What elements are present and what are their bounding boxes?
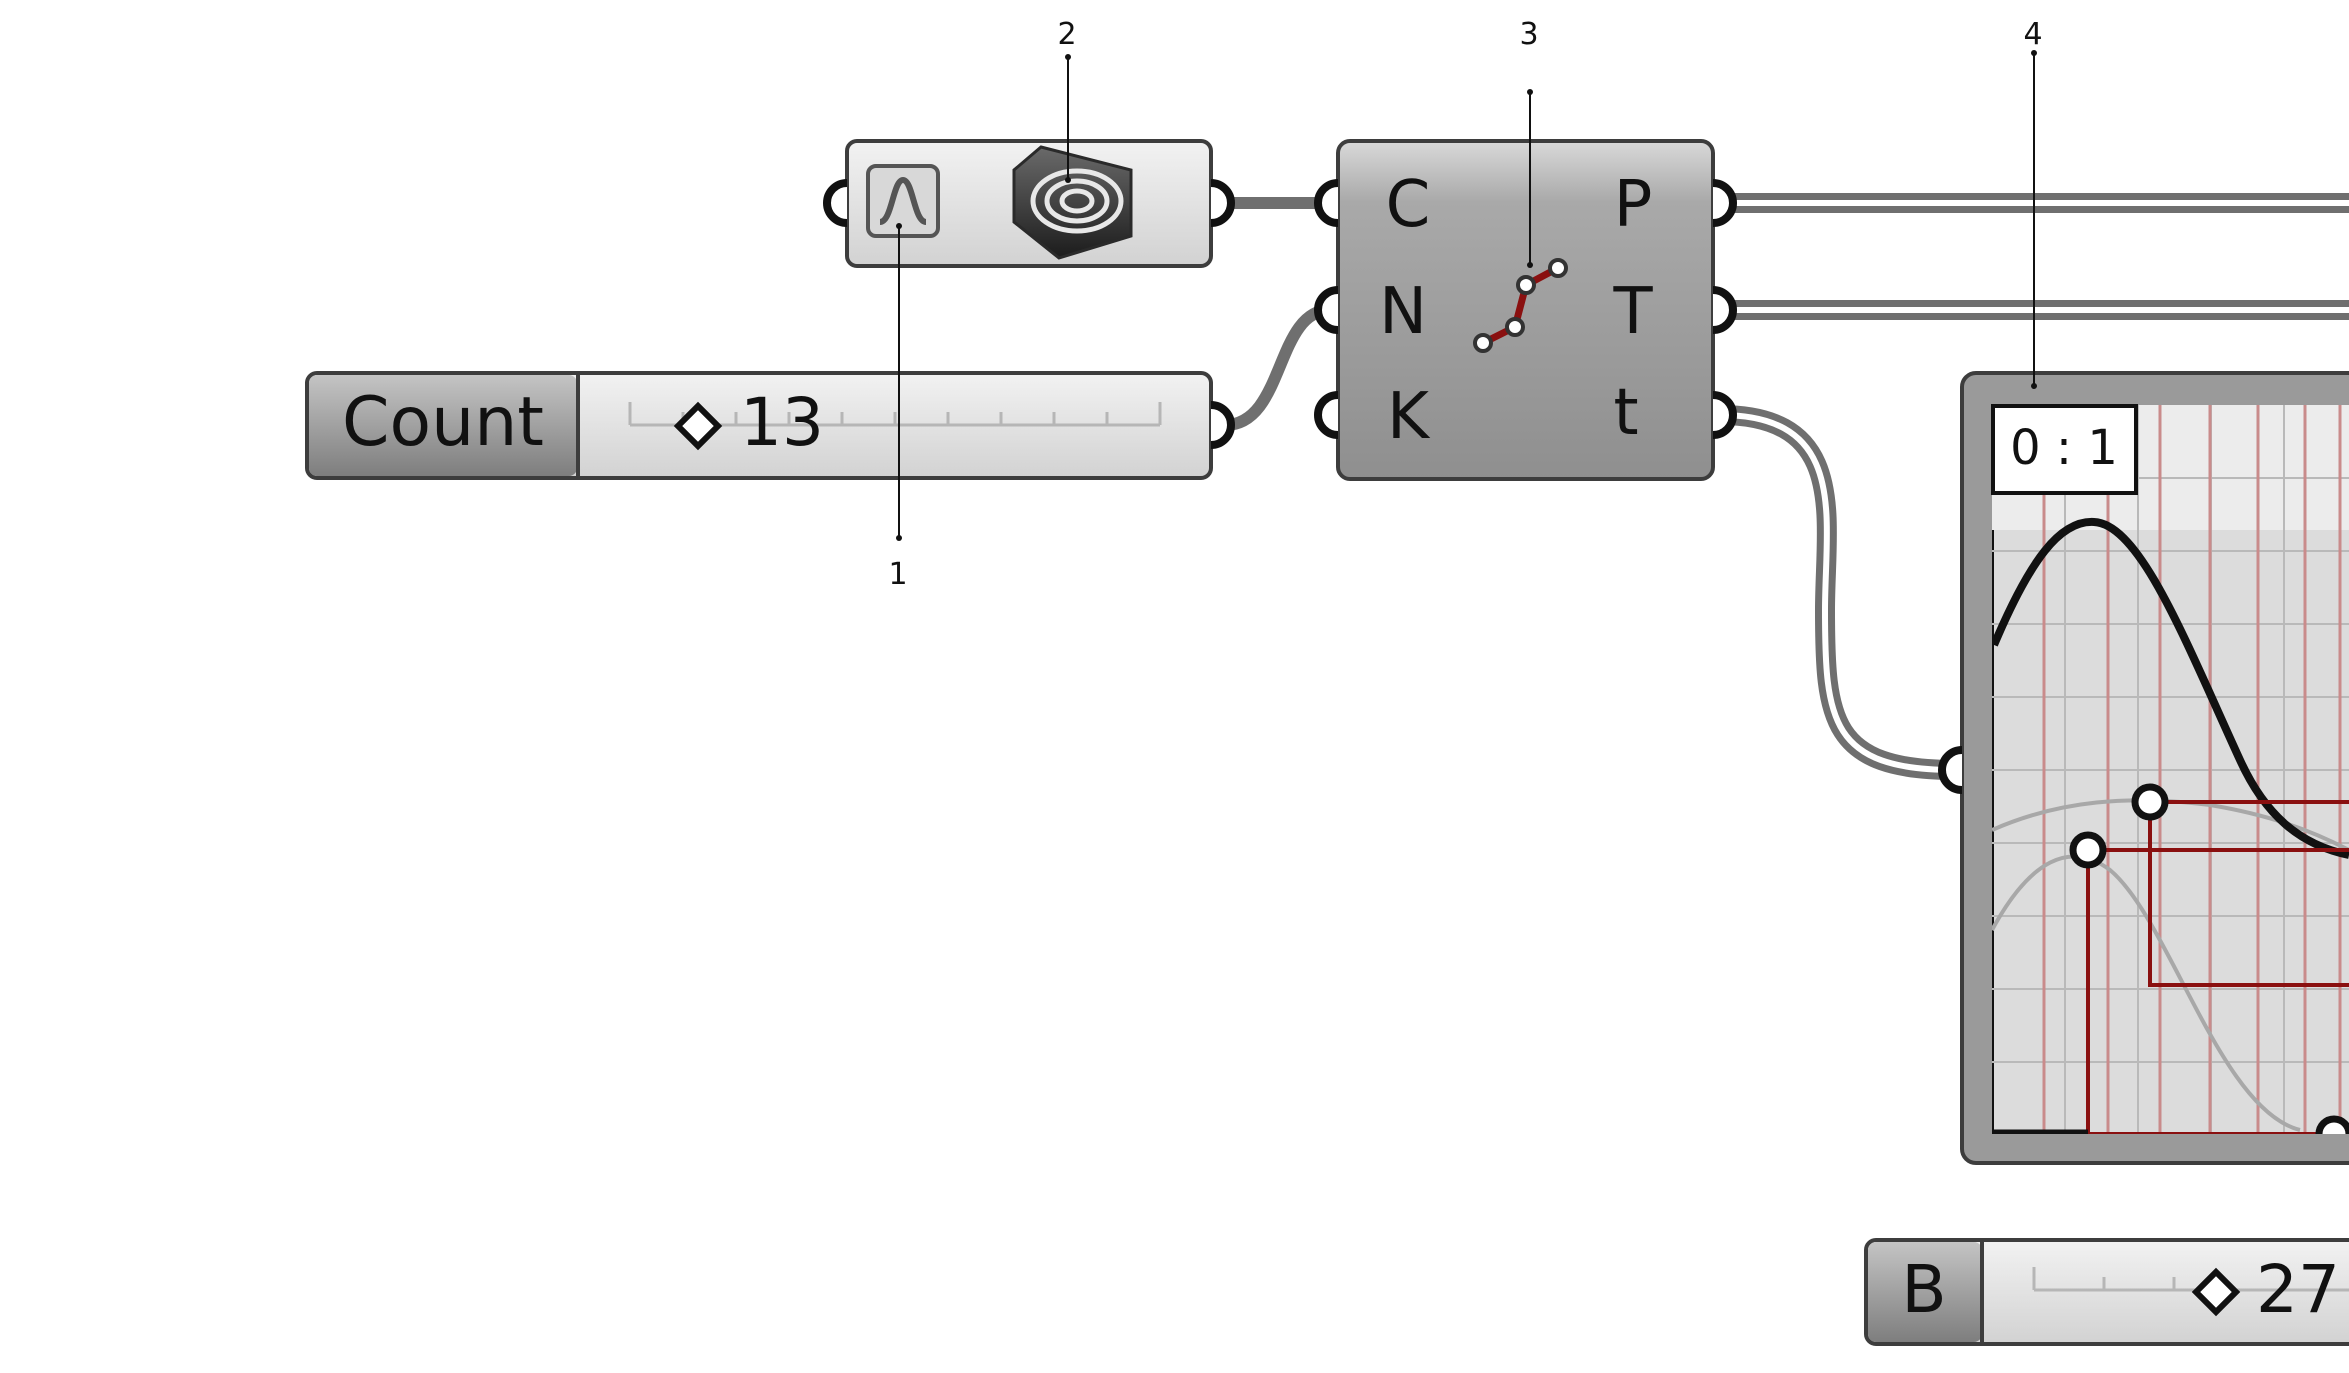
b-slider-rail[interactable]: [2032, 1267, 2349, 1292]
graph-control-point-3[interactable]: [2315, 1115, 2349, 1149]
callout-3: 3: [1519, 17, 1539, 268]
count-slider-output-grip[interactable]: [1210, 401, 1235, 449]
output-label-t-param: t: [1613, 376, 1638, 450]
bell-curve-icon[interactable]: [866, 164, 940, 238]
b-slider-value: 27: [2256, 1251, 2340, 1328]
b-slider-name-box: [1868, 1242, 1982, 1342]
input-grip-k[interactable]: [1314, 391, 1339, 439]
graph-mapper-input-grip[interactable]: [1938, 746, 1963, 794]
input-label-c: C: [1386, 168, 1431, 242]
curve-param-output-grip[interactable]: [1210, 179, 1235, 227]
count-slider-name: Count: [342, 383, 544, 462]
output-label-p: P: [1614, 168, 1653, 242]
svg-text:3: 3: [1519, 17, 1538, 52]
count-slider[interactable]: Count 13: [305, 371, 1235, 480]
callout-2: 2: [1057, 17, 1077, 183]
callouts: 1 2 3 4: [888, 17, 2042, 592]
output-grip-p[interactable]: [1712, 179, 1737, 227]
svg-text:0 : 1: 0 : 1: [2010, 420, 2118, 476]
graph-mapper[interactable]: 0 : 1: [1938, 371, 2349, 1165]
curve-hexagon-icon: [1012, 145, 1133, 260]
divide-curve-component[interactable]: C N K P T t: [1314, 139, 1737, 481]
graph-control-polygon: [2086, 800, 2349, 1134]
b-slider-name: B: [1901, 1251, 1946, 1328]
input-grip-c[interactable]: [1314, 179, 1339, 227]
callout-1: 1: [888, 223, 908, 592]
count-slider-name-box: [309, 375, 577, 476]
graph-control-point-2[interactable]: [2131, 783, 2169, 821]
input-label-n: N: [1379, 275, 1427, 349]
b-slider-handle[interactable]: [2191, 1267, 2241, 1317]
callout-4: 4: [2023, 17, 2043, 389]
graph-domain-label: 0 : 1: [1991, 404, 2138, 495]
input-grip-n[interactable]: [1314, 286, 1339, 334]
count-slider-value: 13: [740, 384, 824, 461]
wire-count-to-n[interactable]: [1224, 304, 1331, 431]
graph-curve[interactable]: [1992, 517, 2349, 859]
divide-curve-icon: [1473, 258, 1568, 353]
curve-param-input-grip[interactable]: [823, 179, 848, 227]
output-label-t: T: [1612, 275, 1653, 349]
graph-control-point-1[interactable]: [2069, 831, 2107, 869]
count-slider-handle[interactable]: [673, 401, 723, 451]
svg-text:4: 4: [2023, 17, 2042, 52]
output-grip-t[interactable]: [1712, 286, 1737, 334]
b-slider[interactable]: B 27: [1864, 1238, 2349, 1346]
svg-text:1: 1: [888, 557, 907, 592]
input-label-k: K: [1387, 380, 1431, 454]
curve-parameter[interactable]: [823, 139, 1235, 268]
output-grip-t-param[interactable]: [1712, 391, 1737, 439]
svg-text:2: 2: [1057, 17, 1076, 52]
